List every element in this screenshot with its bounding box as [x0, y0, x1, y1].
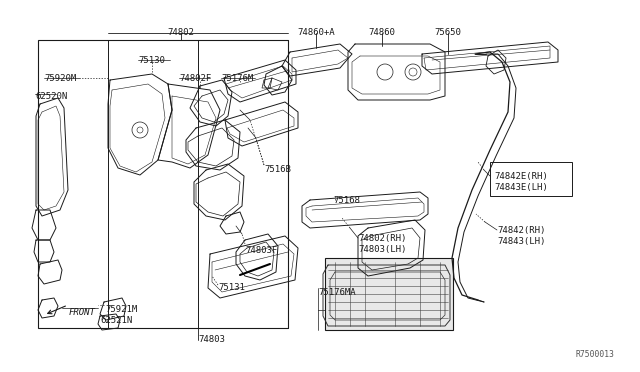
Text: 75176M: 75176M: [221, 74, 253, 83]
Text: 74802F: 74802F: [179, 74, 211, 83]
Text: 74802: 74802: [168, 28, 195, 37]
Bar: [490, 162, 572, 196]
Text: 75131: 75131: [218, 283, 245, 292]
Text: 62520N: 62520N: [35, 92, 67, 101]
Text: 74860: 74860: [369, 28, 396, 37]
Text: 74803: 74803: [198, 335, 225, 344]
Text: 62521N: 62521N: [100, 316, 132, 325]
Text: 74860+A: 74860+A: [297, 28, 335, 37]
Text: 75650: 75650: [435, 28, 461, 37]
Text: 74842(RH): 74842(RH): [497, 226, 545, 235]
Text: 74843E(LH): 74843E(LH): [494, 183, 548, 192]
Text: 75921M: 75921M: [105, 305, 137, 314]
Text: 74802(RH): 74802(RH): [358, 234, 406, 243]
Bar: [325, 258, 453, 330]
Text: 75168: 75168: [333, 196, 360, 205]
Text: R7500013: R7500013: [575, 350, 614, 359]
Text: 74803F: 74803F: [245, 246, 277, 255]
Text: 7516B: 7516B: [264, 165, 291, 174]
Text: 74803(LH): 74803(LH): [358, 245, 406, 254]
Text: 75130: 75130: [138, 56, 165, 65]
Text: 74843(LH): 74843(LH): [497, 237, 545, 246]
Text: FRONT: FRONT: [69, 308, 96, 317]
Text: 75920M: 75920M: [44, 74, 76, 83]
Text: 75176MA: 75176MA: [318, 288, 356, 297]
Text: 74842E(RH): 74842E(RH): [494, 172, 548, 181]
Bar: [38, 40, 288, 328]
